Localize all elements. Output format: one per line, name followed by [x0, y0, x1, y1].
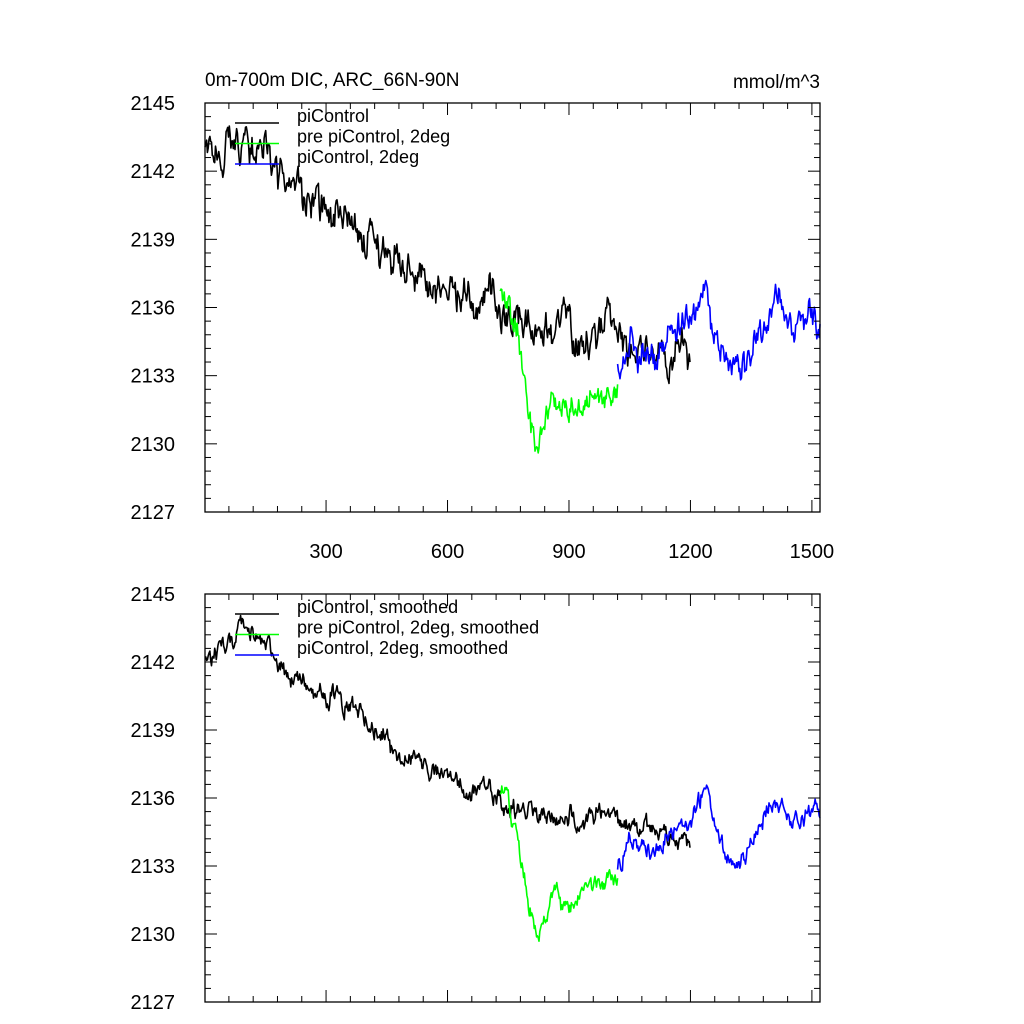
chart-title: 0m-700m DIC, ARC_66N-90N	[205, 70, 459, 91]
y-tick-label: 2145	[131, 93, 176, 115]
x-tick-label: 1500	[790, 541, 835, 563]
legend-label: piControl, 2deg	[297, 147, 419, 167]
x-tick-label: 300	[309, 541, 342, 563]
x-tick-label: 600	[431, 541, 464, 563]
legend-label: piControl	[297, 106, 369, 126]
series-line-picontrol	[204, 125, 691, 385]
y-tick-label: 2133	[131, 366, 176, 388]
y-tick-label: 2130	[131, 924, 176, 946]
y-tick-label: 2136	[131, 298, 176, 320]
x-tick-label: 1200	[668, 541, 713, 563]
legend-label: pre piControl, 2deg	[297, 127, 450, 147]
legend-label: piControl, smoothed	[297, 597, 458, 617]
series-line-picontrol-smoothed	[204, 614, 691, 851]
y-tick-label: 2136	[131, 788, 176, 810]
panel-top: 2127 2130 2133 2136 2139 2142 2145 300 600 900 120…	[131, 93, 835, 563]
series-line-picontrol-2deg	[616, 279, 821, 381]
series-line-picontrol-2deg-smoothed	[616, 784, 821, 872]
y-tick-label: 2133	[131, 856, 176, 878]
y-tick-label: 2127	[131, 992, 176, 1014]
x-tick-label: 900	[552, 541, 585, 563]
y-tick-label: 2142	[131, 652, 176, 674]
panel-bottom: 2127 2130 2133 2136 2139 2142 2145 piControl, s…	[131, 584, 821, 1014]
y-tick-label: 2127	[131, 502, 176, 524]
y-tick-label: 2139	[131, 229, 176, 251]
series-line-pre-picontrol-2deg	[499, 288, 619, 454]
legend-label: pre piControl, 2deg, smoothed	[297, 618, 539, 638]
y-tick-label: 2130	[131, 434, 176, 456]
legend-label: piControl, 2deg, smoothed	[297, 638, 508, 658]
series-line-pre-picontrol-2deg-smoothed	[499, 785, 619, 942]
y-tick-label: 2139	[131, 720, 176, 742]
units-label: mmol/m^3	[733, 72, 820, 93]
y-tick-label: 2145	[131, 584, 176, 606]
y-tick-label: 2142	[131, 161, 176, 183]
